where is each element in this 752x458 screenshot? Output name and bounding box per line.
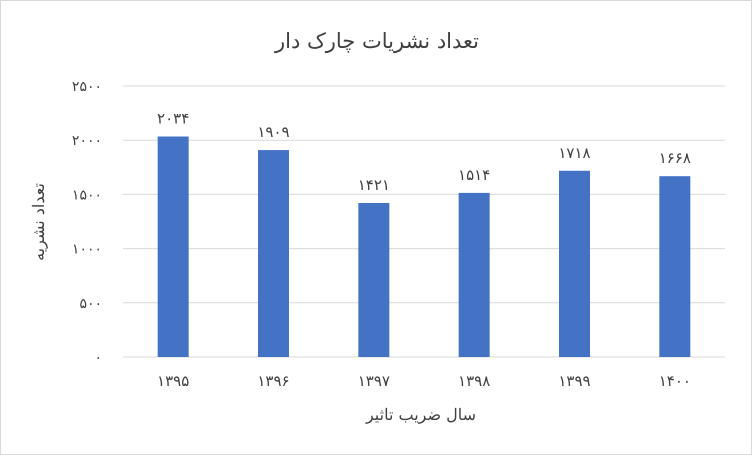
x-tick-label: ۱۳۹۶ [257,372,289,390]
y-tick-label: ۲۰۰۰ [72,133,102,149]
y-axis-ticks: ۰ ۵۰۰ ۱۰۰۰ ۱۵۰۰ ۲۰۰۰ ۲۵۰۰ [72,79,102,366]
y-tick-label: ۵۰۰ [79,296,102,312]
x-tick-label: ۱۳۹۹ [558,372,590,390]
bar [157,136,189,357]
bar [659,176,691,357]
bar [458,192,490,357]
y-tick-label: ۰ [94,350,102,366]
gridlines [123,85,725,358]
x-tick-label: ۱۴۰۰ [659,372,691,390]
data-label: ۱۴۲۱ [358,176,390,194]
data-label: ۲۰۳۴ [157,110,189,128]
x-tick-label: ۱۳۹۵ [157,372,189,390]
y-tick-label: ۲۵۰۰ [72,79,102,95]
x-axis-title: سال ضریب تاثیر [365,405,476,424]
data-label: ۱۷۱۸ [558,144,590,162]
data-label: ۱۵۱۴ [458,166,490,184]
data-label: ۱۶۶۸ [659,149,691,167]
bar [358,202,390,357]
bars [157,136,691,357]
x-tick-label: ۱۳۹۷ [358,372,390,390]
y-tick-label: ۱۰۰۰ [72,242,102,258]
x-tick-label: ۱۳۹۸ [458,372,490,390]
chart-title: تعداد نشریات چارک دار [274,29,479,54]
bar [258,150,289,357]
data-label: ۱۹۰۹ [257,123,289,141]
y-tick-label: ۱۵۰۰ [72,187,102,203]
x-axis-ticks: ۱۳۹۵ ۱۳۹۶ ۱۳۹۷ ۱۳۹۸ ۱۳۹۹ ۱۴۰۰ [157,372,691,390]
y-axis-title: تعداد نشریه [29,183,48,261]
bar [559,170,590,357]
data-labels: ۲۰۳۴ ۱۹۰۹ ۱۴۲۱ ۱۵۱۴ ۱۷۱۸ ۱۶۶۸ [157,110,691,194]
